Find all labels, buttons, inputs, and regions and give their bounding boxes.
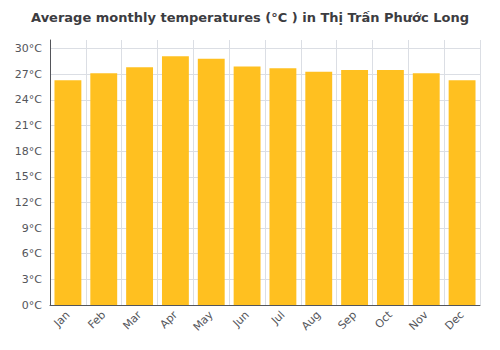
svg-text:0°C: 0°C: [22, 299, 42, 312]
svg-text:9°C: 9°C: [22, 222, 42, 235]
svg-text:21°C: 21°C: [15, 119, 42, 132]
svg-text:3°C: 3°C: [22, 273, 42, 286]
svg-text:27°C: 27°C: [15, 68, 42, 81]
svg-text:Jun: Jun: [230, 308, 252, 330]
svg-text:Mar: Mar: [120, 308, 144, 332]
svg-text:Sep: Sep: [335, 308, 359, 332]
svg-text:15°C: 15°C: [15, 170, 42, 183]
svg-text:6°C: 6°C: [22, 247, 42, 260]
svg-text:Dec: Dec: [442, 308, 466, 332]
svg-text:Aug: Aug: [299, 308, 323, 332]
svg-text:24°C: 24°C: [15, 93, 42, 106]
svg-text:Nov: Nov: [406, 308, 431, 333]
svg-text:Oct: Oct: [372, 308, 395, 331]
svg-text:12°C: 12°C: [15, 196, 42, 209]
svg-text:May: May: [191, 308, 217, 334]
svg-text:30°C: 30°C: [15, 42, 42, 55]
svg-text:Average monthly temperatures (: Average monthly temperatures (°C ) in Th…: [31, 10, 469, 25]
svg-text:18°C: 18°C: [15, 145, 42, 158]
svg-text:Feb: Feb: [85, 308, 108, 331]
svg-text:Jan: Jan: [51, 308, 73, 330]
svg-text:Apr: Apr: [157, 308, 180, 331]
svg-text:Jul: Jul: [268, 308, 287, 327]
